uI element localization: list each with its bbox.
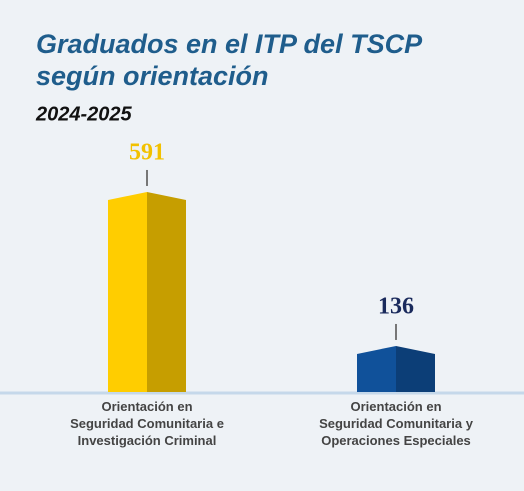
- x-tick-label: Orientación en Seguridad Comunitaria e Inv…: [70, 399, 224, 448]
- bar-right-face: [396, 345, 435, 392]
- chart-title: según orientación: [36, 61, 269, 91]
- bar-right-face: [147, 191, 186, 392]
- value-label: 136: [378, 293, 414, 319]
- bar-left-face: [357, 345, 396, 392]
- bar: [108, 191, 186, 392]
- bar: [357, 345, 435, 392]
- chart-title: Graduados en el ITP del TSCP: [36, 29, 423, 59]
- x-tick-label: Orientación en Seguridad Comunitaria y Ope…: [319, 399, 474, 448]
- value-label: 591: [129, 139, 165, 165]
- bar-left-face: [108, 191, 147, 392]
- chart-subtitle: 2024-2025: [35, 103, 133, 125]
